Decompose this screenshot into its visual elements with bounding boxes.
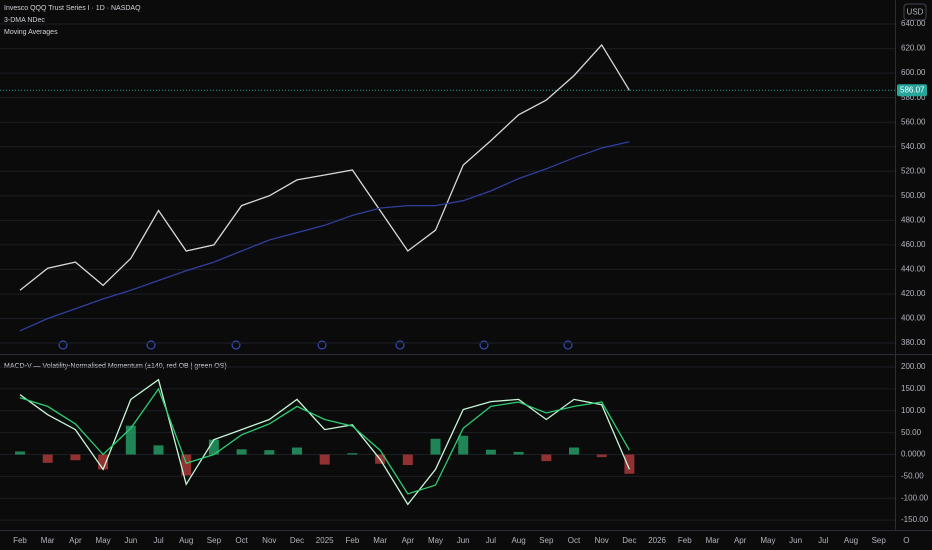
y-tick-label: 0.0000 <box>901 450 926 459</box>
y-tick-label: -100.00 <box>901 493 929 502</box>
histogram-bar <box>319 454 330 465</box>
y-tick-label: 560.00 <box>901 117 926 126</box>
y-tick-label: 100.00 <box>901 406 926 415</box>
x-tick-label: 2026 <box>648 536 666 545</box>
x-tick-label: May <box>96 536 111 545</box>
histogram-bar <box>292 447 302 455</box>
x-tick-label: Feb <box>13 536 27 545</box>
x-tick-label: Jul <box>153 536 163 545</box>
indicator-label: 3-DMA NDec <box>4 17 45 24</box>
x-tick-label: Feb <box>678 536 692 545</box>
currency-button[interactable] <box>903 3 927 21</box>
x-tick-label: Dec <box>290 536 304 545</box>
x-tick-label: May <box>760 536 775 545</box>
histogram-bar <box>402 454 413 466</box>
x-tick-label: Dec <box>622 536 636 545</box>
histogram-bar <box>485 449 496 455</box>
x-tick-label: Jul <box>818 536 828 545</box>
event-icon[interactable] <box>58 340 68 350</box>
histogram-bar <box>15 451 25 455</box>
histogram-bar <box>264 450 275 455</box>
event-icon[interactable] <box>563 340 573 350</box>
series-line <box>19 43 630 291</box>
y-tick-label: 620.00 <box>901 44 926 53</box>
y-tick-label: 500.00 <box>901 191 926 200</box>
event-icon[interactable] <box>146 340 156 350</box>
y-tick-label: 520.00 <box>901 166 926 175</box>
y-tick-label: 420.00 <box>901 289 926 298</box>
histogram-bar <box>125 425 136 455</box>
x-tick-label: Oct <box>235 536 248 545</box>
x-tick-label: O <box>903 536 909 545</box>
x-tick-label: Jun <box>457 536 470 545</box>
x-tick-label: Sep <box>207 536 222 545</box>
x-tick-label: Apr <box>402 536 415 545</box>
x-tick-label: Feb <box>346 536 360 545</box>
histogram-bar <box>430 438 441 455</box>
y-tick-label: 400.00 <box>901 314 926 323</box>
x-tick-label: Mar <box>706 536 720 545</box>
last-price-badge <box>897 84 927 97</box>
last-price-label: 586.07 <box>900 85 925 94</box>
histogram-bar <box>70 454 81 461</box>
y-tick-label: 600.00 <box>901 68 926 77</box>
indicator-label: Moving Averages <box>4 29 58 36</box>
histogram-bar <box>569 447 579 455</box>
histogram-bar <box>42 454 53 463</box>
x-tick-label: Apr <box>734 536 747 545</box>
y-tick-label: 540.00 <box>901 142 926 151</box>
event-icon[interactable] <box>231 340 241 350</box>
x-tick-label: Sep <box>872 536 887 545</box>
event-icons <box>58 340 573 350</box>
y-tick-label: 440.00 <box>901 265 926 274</box>
y-tick-label: -50.00 <box>901 472 924 481</box>
histogram-bar <box>347 453 358 455</box>
histogram-bar <box>458 435 469 455</box>
y-tick-label: 480.00 <box>901 215 926 224</box>
event-icon[interactable] <box>317 340 327 350</box>
currency-label[interactable]: USD <box>907 8 924 17</box>
histogram-bar <box>541 454 552 462</box>
x-tick-label: Mar <box>373 536 387 545</box>
histogram-bar <box>513 451 524 455</box>
y-tick-label: 640.00 <box>901 19 926 28</box>
histogram-bar <box>98 454 109 470</box>
x-tick-label: Aug <box>844 536 858 545</box>
histogram-bar <box>236 449 247 455</box>
y-tick-label: 150.00 <box>901 384 926 393</box>
event-icon[interactable] <box>395 340 405 350</box>
y-tick-label: -150.00 <box>901 515 929 524</box>
histogram-bar <box>153 445 164 455</box>
y-tick-label: 580.00 <box>901 93 926 102</box>
series-line <box>19 141 630 332</box>
event-icon[interactable] <box>479 340 489 350</box>
x-tick-label: Apr <box>69 536 82 545</box>
x-tick-label: Jul <box>486 536 496 545</box>
x-tick-label: Jun <box>789 536 802 545</box>
x-tick-label: Nov <box>262 536 276 545</box>
x-tick-label: May <box>428 536 443 545</box>
x-tick-label: Aug <box>511 536 525 545</box>
histogram-bar <box>596 454 607 458</box>
series-line <box>19 387 630 495</box>
x-tick-label: Nov <box>595 536 609 545</box>
x-tick-label: Sep <box>539 536 554 545</box>
y-tick-label: 50.00 <box>901 428 922 437</box>
histogram-bar <box>624 454 635 474</box>
x-tick-label: Mar <box>41 536 55 545</box>
histogram-bar <box>181 454 192 476</box>
x-tick-label: Jun <box>124 536 137 545</box>
x-tick-label: Oct <box>568 536 581 545</box>
y-tick-label: 200.00 <box>901 362 926 371</box>
x-tick-label: Aug <box>179 536 193 545</box>
indicator-title: MACD-V — Volatility-Normalised Momentum … <box>4 363 227 370</box>
y-tick-label: 380.00 <box>901 338 926 347</box>
x-tick-label: 2025 <box>316 536 334 545</box>
symbol-title: Invesco QQQ Trust Series I · 1D · NASDAQ <box>4 5 141 12</box>
y-tick-label: 460.00 <box>901 240 926 249</box>
histogram-bar <box>208 439 219 455</box>
